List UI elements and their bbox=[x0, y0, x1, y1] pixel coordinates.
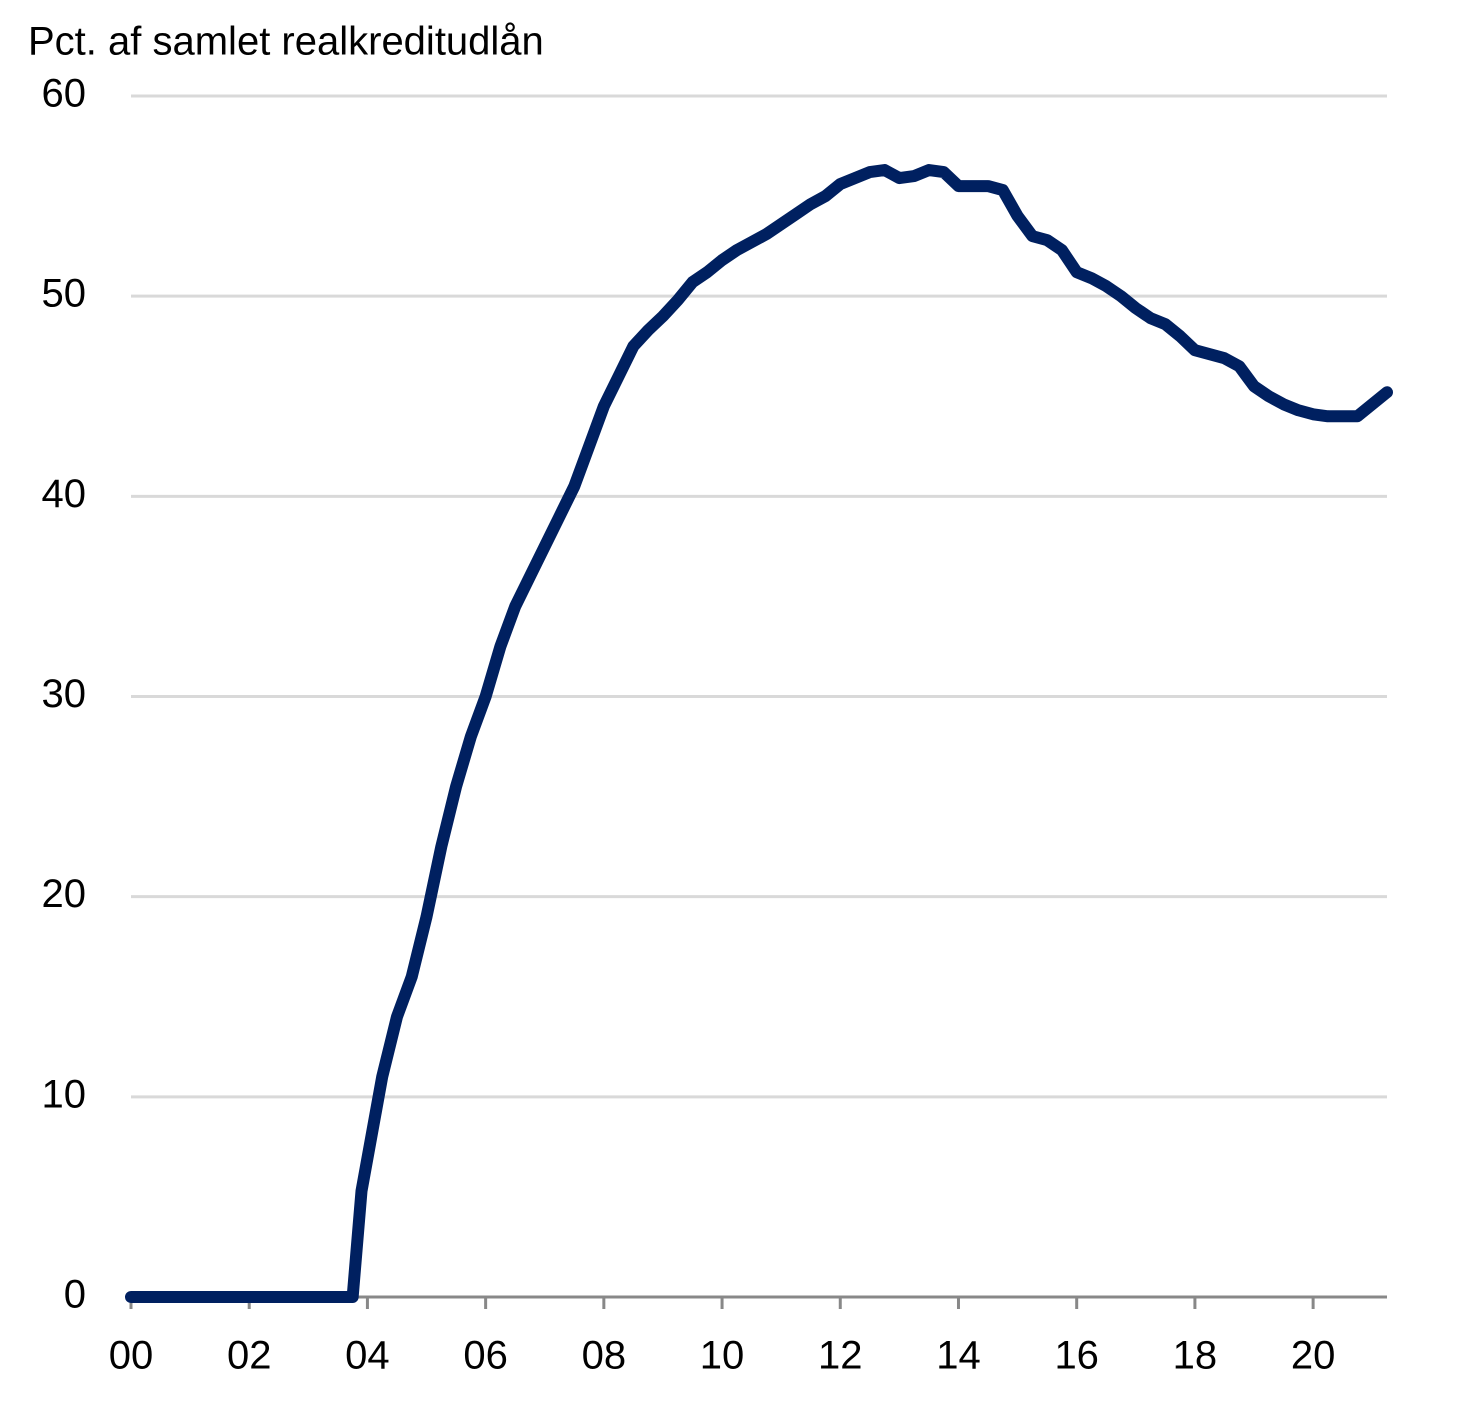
y-tick-label: 50 bbox=[42, 272, 87, 316]
y-tick-label: 20 bbox=[42, 872, 87, 916]
x-tick-label: 10 bbox=[700, 1334, 745, 1378]
y-tick-label: 40 bbox=[42, 472, 87, 516]
x-tick-label: 12 bbox=[818, 1334, 863, 1378]
x-tick-label: 02 bbox=[227, 1334, 272, 1378]
y-tick-label: 60 bbox=[42, 72, 87, 116]
y-tick-label: 0 bbox=[64, 1273, 86, 1317]
x-tick-label: 06 bbox=[463, 1334, 508, 1378]
y-tick-label: 10 bbox=[42, 1072, 87, 1116]
data-line bbox=[125, 164, 1393, 1303]
y-axis-title: Pct. af samlet realkreditudlån bbox=[28, 20, 544, 64]
x-tick-label: 04 bbox=[345, 1334, 390, 1378]
x-tick-label: 14 bbox=[936, 1334, 981, 1378]
x-tick-label: 08 bbox=[582, 1334, 627, 1378]
x-tick-label: 00 bbox=[109, 1334, 154, 1378]
x-tick-label: 16 bbox=[1054, 1334, 1099, 1378]
x-tick-label: 18 bbox=[1173, 1334, 1218, 1378]
x-tick-label: 20 bbox=[1291, 1334, 1336, 1378]
y-tick-label: 30 bbox=[42, 672, 87, 716]
